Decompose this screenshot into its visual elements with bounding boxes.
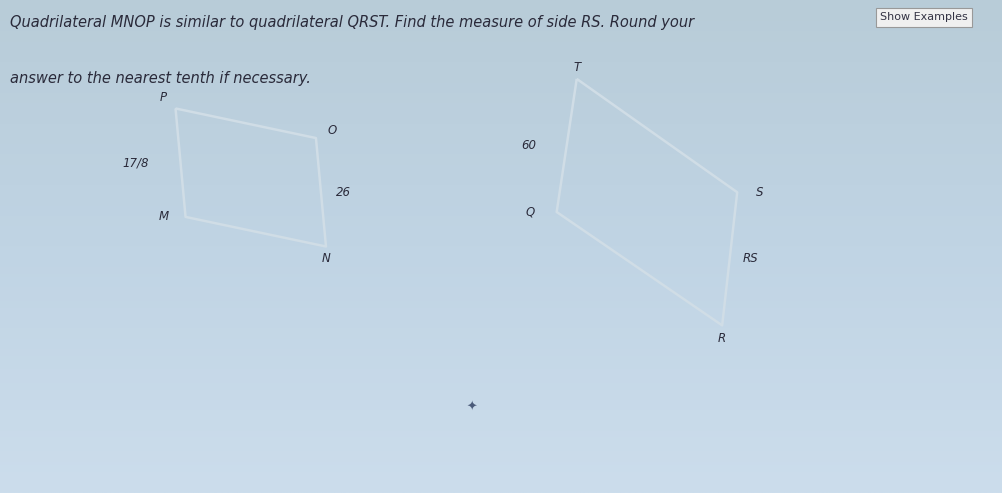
Text: R: R <box>717 332 725 345</box>
Text: N: N <box>322 252 330 265</box>
Text: S: S <box>755 186 763 199</box>
Text: 17/8: 17/8 <box>122 156 148 169</box>
Text: P: P <box>159 91 167 104</box>
Text: T: T <box>572 61 580 73</box>
Text: ✦: ✦ <box>466 400 476 413</box>
Text: answer to the nearest tenth if necessary.: answer to the nearest tenth if necessary… <box>10 71 311 86</box>
Text: RS: RS <box>741 252 758 265</box>
Text: O: O <box>327 124 337 137</box>
Text: Quadrilateral MNOP is similar to quadrilateral QRST. Find the measure of side RS: Quadrilateral MNOP is similar to quadril… <box>10 15 693 30</box>
Text: 26: 26 <box>336 186 350 199</box>
Text: M: M <box>158 211 168 223</box>
Text: 60: 60 <box>521 139 535 152</box>
Text: Show Examples: Show Examples <box>880 12 967 22</box>
Text: Q: Q <box>525 206 535 218</box>
